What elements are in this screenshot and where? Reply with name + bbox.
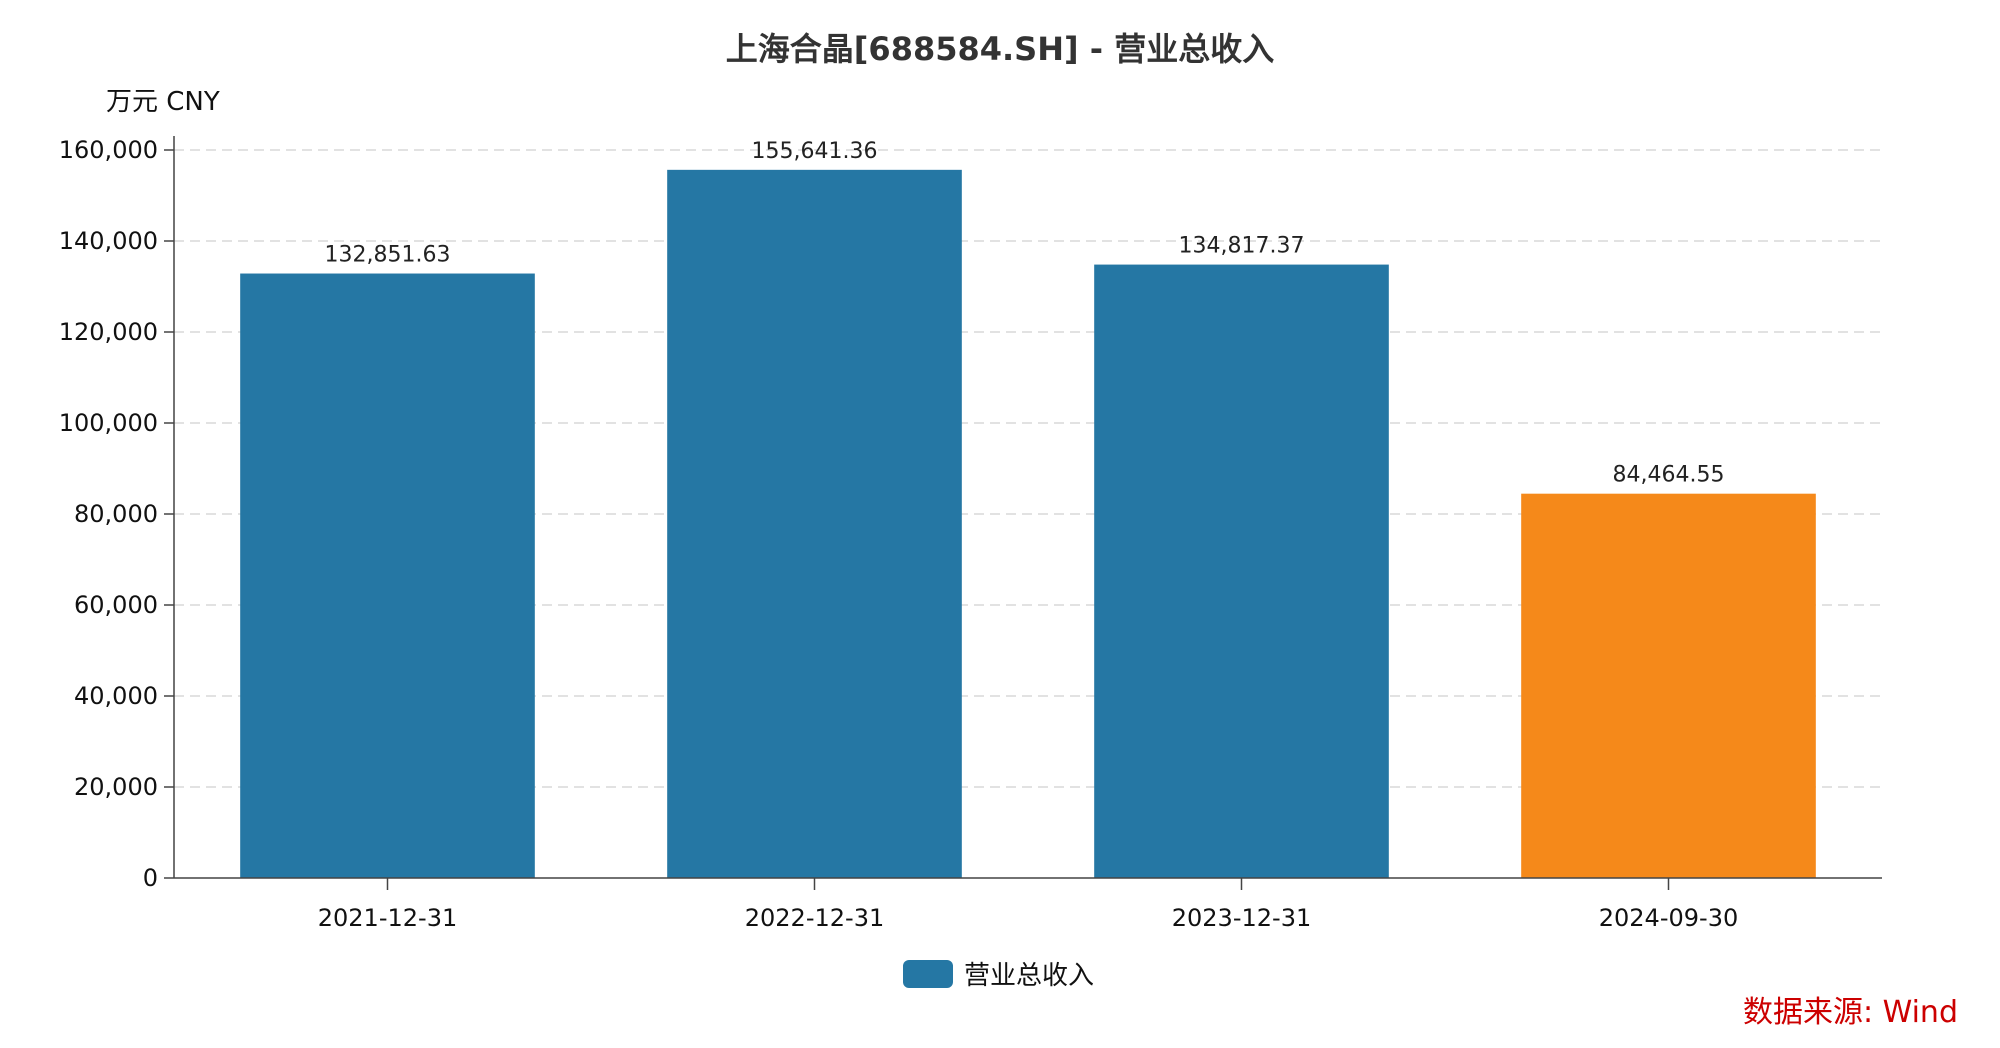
y-tick-label: 60,000 xyxy=(74,591,158,619)
legend: 营业总收入 xyxy=(903,960,1094,991)
bar-value-label: 132,851.63 xyxy=(325,243,451,268)
y-tick-label: 40,000 xyxy=(74,682,158,710)
y-axis-unit-label: 万元 CNY xyxy=(106,87,220,117)
chart-title: 上海合晶[688584.SH] - 营业总收入 xyxy=(726,30,1274,68)
bar-value-label: 134,817.37 xyxy=(1179,234,1305,259)
x-tick-label: 2023-12-31 xyxy=(1172,904,1311,932)
y-tick-label: 100,000 xyxy=(59,409,158,437)
data-source-label: 数据来源: Wind xyxy=(1743,995,1958,1030)
bar xyxy=(1521,493,1816,878)
bar xyxy=(667,169,962,879)
bar-value-label: 155,641.36 xyxy=(752,139,878,164)
legend-label: 营业总收入 xyxy=(964,961,1094,991)
x-tick-label: 2021-12-31 xyxy=(318,904,457,932)
x-tick-label: 2022-12-31 xyxy=(745,904,884,932)
y-tick-label: 0 xyxy=(143,864,158,892)
x-tick-label: 2024-09-30 xyxy=(1599,904,1738,932)
y-tick-label: 160,000 xyxy=(59,136,158,164)
axes: 0 20,000 40,000 60,000 80,000 100,000 120,000 1… xyxy=(59,136,1882,932)
y-tick-label: 140,000 xyxy=(59,227,158,255)
bar xyxy=(240,273,535,878)
bar-value-label: 84,464.55 xyxy=(1613,463,1725,488)
y-tick-label: 20,000 xyxy=(74,773,158,801)
grid-lines xyxy=(174,149,1882,788)
legend-swatch xyxy=(903,960,953,988)
bars xyxy=(240,169,1816,879)
data-labels: 132,851.63 155,641.36 134,817.37 84,464.55 xyxy=(325,139,1725,488)
y-tick-label: 80,000 xyxy=(74,500,158,528)
y-tick-label: 120,000 xyxy=(59,318,158,346)
bar xyxy=(1094,264,1389,879)
